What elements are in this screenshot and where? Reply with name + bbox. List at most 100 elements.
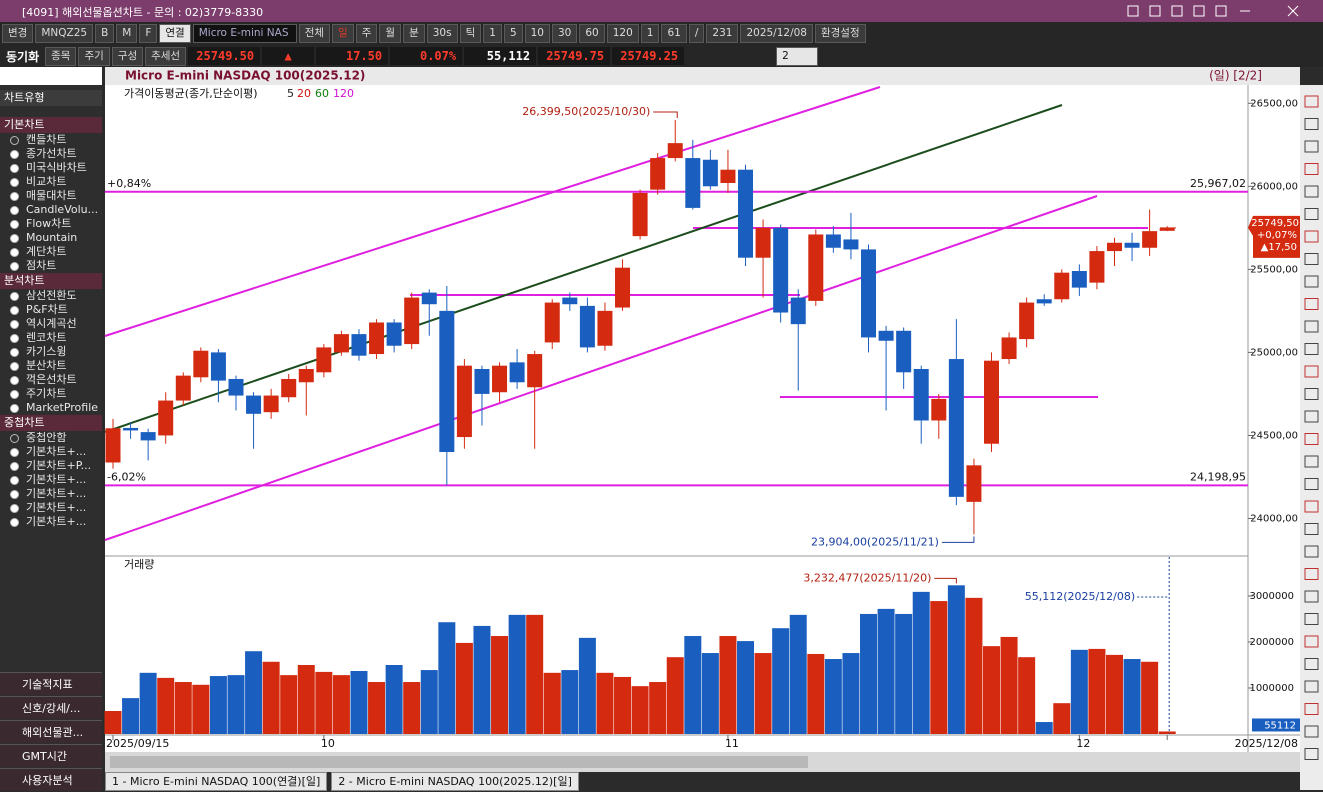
chart-type-item[interactable]: Mountain	[10, 231, 102, 245]
tool-icon[interactable]	[1304, 388, 1319, 400]
tool-icon[interactable]	[1304, 298, 1319, 310]
chart-tab[interactable]: 1 - Micro E-mini NASDAQ 100(연결)[일]	[105, 772, 328, 791]
chart-type-item[interactable]: 역시계곡선	[10, 317, 102, 331]
radio[interactable]	[10, 447, 19, 457]
toolbar-button[interactable]: 주기	[78, 46, 110, 66]
tool-icon[interactable]	[1304, 680, 1319, 693]
toolbar-button[interactable]: 61	[661, 24, 687, 43]
tool-icon[interactable]	[1304, 275, 1319, 288]
chart-type-item[interactable]: 중첩안함	[10, 431, 102, 445]
trend-line[interactable]	[104, 104, 1063, 433]
radio[interactable]	[10, 233, 19, 243]
radio[interactable]	[10, 219, 19, 229]
toolbar-button[interactable]: 구성	[111, 46, 144, 66]
toolbar-button[interactable]: 틱	[459, 24, 482, 43]
radio[interactable]	[10, 517, 19, 527]
tool-icon[interactable]	[1304, 703, 1319, 715]
sidebar-button[interactable]: GMT시간	[0, 744, 102, 767]
tool-icon[interactable]	[1304, 320, 1319, 333]
radio[interactable]	[10, 333, 19, 343]
sidebar-button[interactable]: 신호/강세/...	[0, 696, 102, 719]
window-button[interactable]	[1149, 5, 1161, 17]
sidebar-button[interactable]: 해외선물관...	[0, 720, 102, 743]
toolbar-button[interactable]: 1	[640, 24, 660, 43]
chart-type-item[interactable]: 기본차트+P...	[10, 459, 102, 473]
tool-icon[interactable]	[1304, 230, 1319, 243]
tool-icon[interactable]	[1304, 523, 1319, 535]
tool-icon[interactable]	[1304, 433, 1319, 445]
toolbar-button[interactable]: 10	[524, 24, 550, 43]
toolbar-button[interactable]: 231	[706, 24, 739, 43]
radio[interactable]	[10, 191, 19, 201]
tool-icon[interactable]	[1304, 410, 1319, 423]
toolbar-button[interactable]: 1	[483, 24, 502, 43]
chart-type-item[interactable]: P&F차트	[10, 303, 102, 317]
tool-icon[interactable]	[1304, 658, 1319, 670]
radio[interactable]	[10, 305, 19, 315]
chart-type-item[interactable]: 분산차트	[10, 359, 102, 373]
scroll-thumb[interactable]	[110, 756, 808, 768]
radio[interactable]	[10, 247, 19, 257]
chart-type-item[interactable]: 종가선차트	[10, 147, 102, 161]
radio[interactable]	[10, 503, 19, 513]
chart-type-item[interactable]: 기본차트+...	[10, 487, 102, 501]
chart-type-item[interactable]: 기본차트+...	[10, 501, 102, 515]
toolbar-button[interactable]: 종목	[45, 46, 77, 66]
tool-icon[interactable]	[1304, 478, 1319, 490]
section-header[interactable]: 분석차트	[0, 273, 102, 289]
window-button[interactable]	[1215, 5, 1227, 17]
chart-type-item[interactable]: 미국식바차트	[10, 161, 102, 175]
toolbar-button[interactable]: 일	[332, 24, 354, 43]
radio[interactable]	[10, 461, 19, 471]
radio[interactable]	[10, 361, 19, 371]
tool-icon[interactable]	[1304, 140, 1319, 153]
radio[interactable]	[10, 489, 19, 499]
sidebar-header[interactable]: 차트유형	[0, 90, 102, 106]
trend-line[interactable]	[104, 195, 1098, 541]
radio[interactable]	[10, 319, 19, 329]
radio[interactable]	[10, 261, 19, 271]
layout-select[interactable]: 2	[776, 46, 819, 66]
tool-icon[interactable]	[1304, 253, 1319, 265]
tool-icon[interactable]	[1304, 365, 1319, 378]
tool-icon[interactable]	[1304, 163, 1319, 175]
chart-type-item[interactable]: 렌코차트	[10, 331, 102, 345]
toolbar-button[interactable]: /	[688, 24, 705, 43]
chart-type-item[interactable]: 기본차트+...	[10, 473, 102, 487]
toolbar-button[interactable]: B	[95, 24, 115, 43]
radio[interactable]	[10, 433, 19, 443]
chart-type-item[interactable]: 삼선전환도	[10, 289, 102, 303]
chart-type-item[interactable]: 꺽은선차트	[10, 373, 102, 387]
window-button[interactable]	[1127, 5, 1139, 17]
radio[interactable]	[10, 389, 19, 399]
tool-icon[interactable]	[1304, 613, 1319, 625]
section-header[interactable]: 중첩차트	[0, 415, 102, 431]
toolbar-button[interactable]: 주	[355, 24, 378, 43]
chart-type-item[interactable]: MarketProfile	[10, 401, 102, 415]
radio[interactable]	[10, 403, 19, 413]
sidebar-button[interactable]: 사용자분석	[0, 768, 102, 791]
toolbar-button[interactable]: 연결	[159, 24, 191, 43]
radio[interactable]	[10, 149, 19, 159]
window-button[interactable]	[1171, 5, 1183, 17]
toolbar-button[interactable]: F	[139, 24, 158, 43]
tool-icon[interactable]	[1304, 118, 1319, 130]
radio[interactable]	[10, 475, 19, 485]
sidebar-button[interactable]: 기술적지표	[0, 672, 102, 695]
chart-type-item[interactable]: 비교차트	[10, 175, 102, 189]
toolbar-button[interactable]: 30s	[426, 24, 458, 43]
chart-type-item[interactable]: 기본차트+...	[10, 515, 102, 529]
tool-icon[interactable]	[1304, 343, 1319, 355]
chart-type-item[interactable]: 계단차트	[10, 245, 102, 259]
radio[interactable]	[10, 291, 19, 301]
chart-type-item[interactable]: 주기차트	[10, 387, 102, 401]
radio[interactable]	[10, 135, 19, 145]
tool-icon[interactable]	[1304, 545, 1319, 558]
tool-icon[interactable]	[1304, 185, 1319, 198]
chart-type-item[interactable]: 카기스윙	[10, 345, 102, 359]
radio[interactable]	[10, 163, 19, 173]
tool-icon[interactable]	[1304, 455, 1319, 468]
chart-type-item[interactable]: 매물대차트	[10, 189, 102, 203]
toolbar-button[interactable]: 환경설정	[814, 24, 866, 43]
chart-type-item[interactable]: Flow차트	[10, 217, 102, 231]
